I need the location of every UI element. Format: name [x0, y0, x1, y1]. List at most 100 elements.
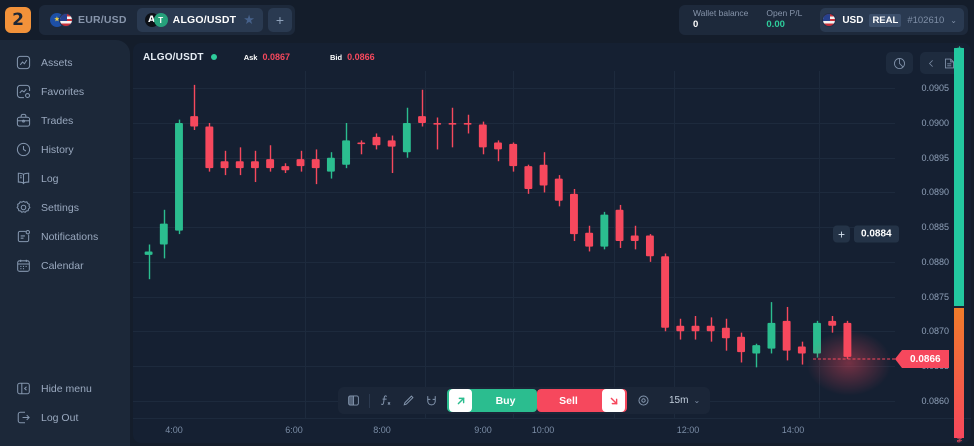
sidebar-bottom-group: Hide menu Log Out	[0, 374, 130, 446]
us-flag-icon	[59, 13, 73, 27]
sidebar-item-assets-label: Assets	[41, 56, 73, 69]
tab-eur-usd-label: EUR/USD	[78, 14, 127, 26]
chart-header: ALGO/USDT Ask 0.0867 Bid 0.0866	[133, 43, 971, 71]
open-pl: Open P/L 0.00	[766, 8, 802, 31]
arrow-down-right-icon[interactable]	[602, 389, 625, 412]
sidebar-item-favorites-label: Favorites	[41, 85, 85, 98]
account-bar: Wallet balance 0 Open P/L 0.00 USD REAL …	[678, 5, 968, 35]
current-price-value: 0.0884	[854, 225, 899, 243]
price-tick-label: 0.0905	[921, 83, 949, 94]
account-currency: USD	[842, 14, 864, 26]
sidebar-item-favorites[interactable]: Favorites	[0, 77, 130, 106]
timeframe-selector[interactable]: 15m ⌄	[663, 395, 706, 406]
chevron-down-icon: ⌄	[693, 396, 701, 405]
back-icon[interactable]	[927, 59, 936, 68]
app-logo[interactable]: 2	[5, 7, 31, 33]
bid-arrow-icon	[895, 350, 902, 368]
wallet-balance-value: 0	[692, 18, 699, 30]
add-tab-button[interactable]: +	[267, 8, 292, 32]
price-range-bar[interactable]	[954, 45, 964, 443]
indicator-panel-icon[interactable]	[342, 389, 365, 412]
sell-group[interactable]: Sell	[537, 389, 627, 412]
sidebar-item-calendar[interactable]: Calendar	[0, 251, 130, 280]
chart-type-icon	[893, 57, 906, 70]
symbol-tab-group: EUR/USD A T ALGO/USDT ★ +	[39, 5, 295, 35]
buy-button[interactable]: Buy	[495, 394, 516, 407]
time-tick-label: 8:00	[373, 425, 391, 435]
chart-bars-icon	[16, 55, 31, 70]
sidebar-item-settings-label: Settings	[41, 201, 79, 214]
sidebar-item-log[interactable]: Log	[0, 164, 130, 193]
sidebar-item-hide-menu[interactable]: Hide menu	[0, 374, 130, 403]
sidebar-item-calendar-label: Calendar	[41, 259, 84, 272]
sidebar-item-history[interactable]: History	[0, 135, 130, 164]
buy-group[interactable]: Buy	[447, 389, 537, 412]
bid-price-marker[interactable]: 0.0866	[895, 350, 949, 368]
sidebar-item-history-label: History	[41, 143, 74, 156]
calendar-icon	[16, 258, 31, 273]
sidebar-item-log-out[interactable]: Log Out	[0, 403, 130, 432]
bid-price-dashed-line	[813, 358, 895, 360]
wallet-balance-label: Wallet balance	[692, 8, 749, 19]
current-price-marker[interactable]: + 0.0884	[833, 225, 899, 243]
price-tick-label: 0.0860	[921, 395, 949, 406]
function-icon[interactable]	[374, 389, 397, 412]
time-tick-label: 6:00	[285, 425, 303, 435]
gear-icon	[16, 200, 31, 215]
sidebar-item-log-out-label: Log Out	[41, 411, 79, 424]
magnet-icon[interactable]	[420, 389, 443, 412]
sidebar-item-notifications-label: Notifications	[41, 230, 99, 243]
chart-panel: ALGO/USDT Ask 0.0867 Bid 0.0866	[133, 43, 971, 443]
target-gear-icon[interactable]	[632, 389, 655, 412]
sidebar-item-settings[interactable]: Settings	[0, 193, 130, 222]
chevron-down-icon[interactable]: ⌄	[950, 15, 957, 25]
account-selector[interactable]: USD REAL #102610 ⌄	[820, 8, 964, 32]
sidebar-item-trades-label: Trades	[41, 114, 74, 127]
sell-button[interactable]: Sell	[559, 394, 578, 407]
add-order-plus-icon[interactable]: +	[833, 225, 850, 243]
algo-usdt-icons: A T	[144, 13, 168, 27]
layout-button-group[interactable]	[920, 52, 963, 74]
time-axis[interactable]: 4:00 6:00 8:00 9:00 10:00 12:00 14:00	[133, 418, 971, 443]
time-tick-label: 14:00	[781, 425, 805, 435]
bid-price-value: 0.0866	[902, 350, 949, 368]
sidebar: Assets Favorites Trades	[0, 40, 130, 446]
favorite-star-icon[interactable]: ★	[243, 12, 255, 27]
briefcase-icon	[16, 113, 31, 128]
star-chart-icon	[16, 84, 31, 99]
pen-icon[interactable]	[397, 389, 420, 412]
layout-icon[interactable]	[943, 57, 956, 70]
ask-value: 0.0867	[262, 52, 290, 62]
eur-usd-flags	[50, 13, 73, 27]
candlestick-svg	[133, 71, 895, 418]
clock-icon	[16, 142, 31, 157]
book-icon	[16, 171, 31, 186]
price-tick-label: 0.0900	[921, 118, 949, 129]
top-bar: 2 EUR/USD A T ALGO/USDT ★ + Wa	[0, 0, 974, 40]
bid-value: 0.0866	[347, 52, 375, 62]
trade-toolbar: Buy Sell 15m ⌄	[338, 387, 711, 414]
sidebar-item-notifications[interactable]: Notifications	[0, 222, 130, 251]
open-pl-value: 0.00	[766, 18, 785, 30]
toolbar-divider	[369, 393, 370, 408]
sidebar-item-assets[interactable]: Assets	[0, 48, 130, 77]
arrow-up-right-icon[interactable]	[449, 389, 472, 412]
bell-document-icon	[16, 229, 31, 244]
chart-plot-area[interactable]	[133, 71, 895, 418]
tab-algo-usdt[interactable]: A T ALGO/USDT ★	[136, 8, 263, 32]
sidebar-item-trades[interactable]: Trades	[0, 106, 130, 135]
price-range-upper	[954, 48, 964, 306]
ask-label: Ask	[243, 53, 258, 62]
price-tick-label: 0.0885	[921, 222, 949, 233]
time-tick-label: 4:00	[165, 425, 183, 435]
price-tick-label: 0.0895	[921, 152, 949, 163]
chart-type-button[interactable]	[886, 52, 913, 74]
price-tick-label: 0.0890	[921, 187, 949, 198]
range-top-percent: +3%	[955, 46, 962, 59]
account-flag-icon	[822, 13, 837, 27]
logout-icon	[16, 410, 31, 425]
tab-eur-usd[interactable]: EUR/USD	[42, 8, 135, 32]
sidebar-item-log-label: Log	[41, 172, 59, 185]
bid-quote: Bid 0.0866	[330, 52, 375, 62]
